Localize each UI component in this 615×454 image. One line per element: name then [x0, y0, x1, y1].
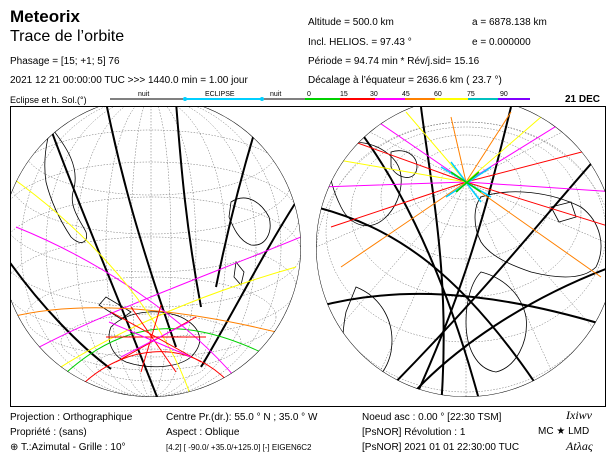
atlas-logo: Atλaς [566, 439, 593, 453]
color-legend: nuit ECLIPSE nuit 0 15 30 45 60 75 90 [110, 91, 530, 101]
altitude-text: Altitude = 500.0 km [308, 17, 394, 28]
epoch-text: [PsNOR] 2021 01 01 22:30:00 TUC [362, 442, 520, 453]
legend-eclipse-start [183, 97, 187, 101]
globe-map-panel [10, 106, 606, 407]
left-globe [11, 107, 301, 397]
globes-svg [11, 107, 605, 397]
app-title: Meteorix [10, 7, 80, 26]
model-text: [4.2] [ -90.0/ +35.0/+125.0] [-] EIGEN6C… [166, 443, 312, 452]
date-badge: 21 DEC [565, 94, 601, 105]
projection-text: Projection : Orthographique [10, 412, 133, 423]
aspect-text: Aspect : Oblique [166, 427, 240, 438]
property-text: Propriété : (sans) [10, 427, 87, 438]
date-line: 2021 12 21 00:00:00 TUC >>> 1440.0 min =… [10, 75, 248, 86]
right-graticule [316, 116, 605, 397]
period-text: Période = 94.74 min * Rév/j.sid= 15.16 [308, 56, 480, 67]
inclination-text: Incl. HELIOS. = 97.43 ° [308, 37, 412, 48]
legend-eclipse-end [260, 97, 264, 101]
grid-text: ⊕ T.:Azimutal - Grille : 10° [10, 442, 126, 453]
center-text: Centre Pr.(dr.): 55.0 ° N ; 35.0 ° W [166, 412, 318, 423]
legend-label-7: 60 [434, 91, 442, 98]
legend-label-3: 0 [307, 91, 311, 98]
revolution-text: [PsNOR] Révolution : 1 [362, 427, 466, 438]
legend-label-8: 75 [467, 91, 475, 98]
legend-label-0: nuit [138, 91, 149, 98]
legend-label-2: nuit [270, 91, 281, 98]
ixiwv-logo: Ixiwv [566, 408, 592, 422]
legend-label-5: 30 [370, 91, 378, 98]
node-text: Noeud asc : 0.00 ° [22:30 TSM] [362, 412, 502, 423]
semi-major-text: a = 6878.138 km [472, 17, 547, 28]
eclipse-label: Eclipse et h. Sol.(°) [10, 95, 87, 105]
legend-label-1: ECLIPSE [205, 91, 235, 98]
eccentricity-text: e = 0.000000 [472, 37, 531, 48]
page-subtitle: Trace de l’orbite [10, 28, 125, 45]
right-globe [316, 107, 605, 397]
offset-text: Décalage à l’équateur = 2636.6 km ( 23.7… [308, 75, 502, 86]
legend-label-9: 90 [500, 91, 508, 98]
legend-label-4: 15 [340, 91, 348, 98]
mc-lmd-logo: MC ★ LMD [538, 426, 590, 437]
legend-label-6: 45 [402, 91, 410, 98]
phasage-text: Phasage = [15; +1; 5] 76 [10, 56, 120, 67]
